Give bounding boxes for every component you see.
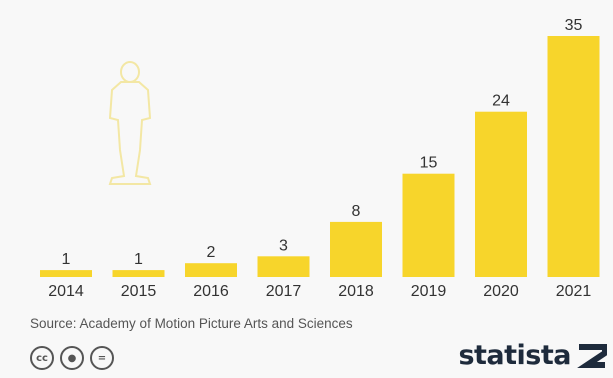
oscar-statuette-icon xyxy=(108,61,152,185)
x-tick-2019: 2019 xyxy=(411,283,447,300)
license-icons: cc ● = xyxy=(30,346,114,370)
bar-2016[interactable] xyxy=(185,263,237,277)
x-tick-2015: 2015 xyxy=(121,283,157,300)
bar-2020[interactable] xyxy=(475,111,527,277)
bar-2014[interactable] xyxy=(40,270,92,277)
statista-logo[interactable]: statista xyxy=(458,340,607,371)
value-label-2014: 1 xyxy=(62,251,71,268)
x-tick-2020: 2020 xyxy=(483,283,519,300)
bar-2015[interactable] xyxy=(112,270,165,277)
no-derivatives-icon[interactable]: = xyxy=(90,346,114,370)
statista-logo-icon xyxy=(577,343,607,368)
bar-2021[interactable] xyxy=(547,36,600,277)
value-label-2017: 3 xyxy=(279,237,288,254)
value-label-2020: 24 xyxy=(492,93,510,110)
value-label-2018: 8 xyxy=(352,203,361,220)
x-tick-2016: 2016 xyxy=(193,283,229,300)
x-tick-2017: 2017 xyxy=(266,283,302,300)
bar-2017[interactable] xyxy=(257,256,310,277)
value-label-2021: 35 xyxy=(565,17,583,34)
x-tick-2018: 2018 xyxy=(338,283,374,300)
value-label-2019: 15 xyxy=(420,155,438,172)
bar-chart: 1 1 2 3 8 15 24 35 2014 2015 2016 2017 2018 2019 2020… xyxy=(40,17,600,300)
source-note: Source: Academy of Motion Picture Arts a… xyxy=(30,316,353,331)
value-label-2016: 2 xyxy=(207,244,216,261)
cc-icon[interactable]: cc xyxy=(30,346,54,370)
bar-2019[interactable] xyxy=(402,173,455,277)
logo-wordmark: statista xyxy=(458,340,571,371)
attribution-icon[interactable]: ● xyxy=(60,346,84,370)
x-tick-2021: 2021 xyxy=(556,283,592,300)
value-label-2015: 1 xyxy=(134,251,143,268)
x-tick-2014: 2014 xyxy=(48,283,84,300)
bar-2018[interactable] xyxy=(330,221,382,277)
